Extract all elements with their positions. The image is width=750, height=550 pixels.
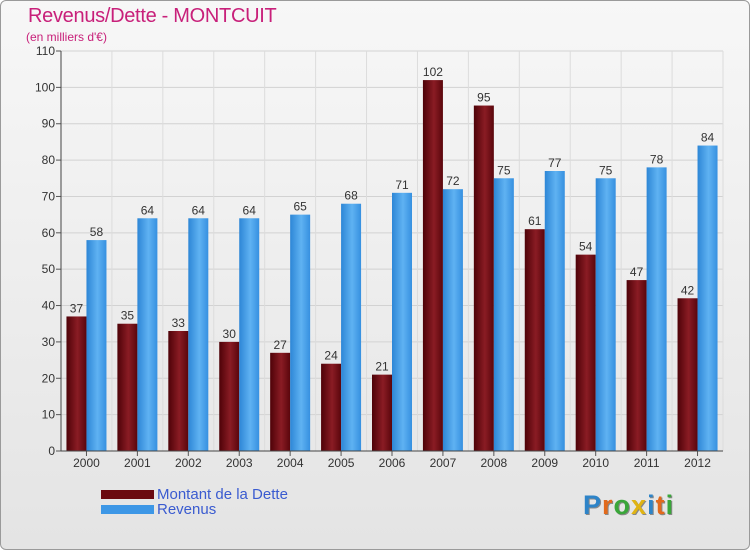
logo-letter: r: [602, 490, 614, 520]
y-tick-label: 30: [42, 335, 56, 349]
data-label: 58: [90, 225, 104, 239]
data-label: 75: [599, 163, 613, 177]
data-label: 95: [477, 91, 491, 105]
y-tick-label: 20: [42, 371, 56, 385]
x-tick-label: 2010: [582, 456, 609, 470]
data-label: 72: [446, 174, 460, 188]
bar-dette: [168, 331, 189, 451]
legend-swatch-debt: [101, 490, 154, 499]
data-label: 47: [630, 265, 644, 279]
data-label: 54: [579, 240, 593, 254]
labels-layer: 37 58 35 64 33 64 30 64 27 65 24 68 21 71 102 72 95 75 61 7…: [70, 65, 715, 374]
bar-revenus: [86, 240, 107, 451]
y-tick-label: 100: [35, 80, 55, 94]
bar-dette: [473, 105, 494, 451]
x-tick-label: 2009: [531, 456, 558, 470]
data-label: 65: [293, 200, 307, 214]
proxiti-logo: Proxiti: [583, 490, 674, 521]
bar-revenus: [697, 145, 718, 451]
y-tick-label: 60: [42, 226, 56, 240]
x-tick-label: 2006: [379, 456, 406, 470]
legend-label-debt: Montant de la Dette: [157, 486, 288, 503]
bar-revenus: [188, 218, 209, 451]
data-label: 64: [141, 203, 155, 217]
legend-label-revenus: Revenus: [157, 501, 217, 518]
y-tick-label: 110: [36, 44, 55, 58]
bar-revenus: [239, 218, 260, 451]
data-label: 61: [528, 214, 542, 228]
logo-letter: o: [613, 490, 632, 520]
logo-letter: P: [583, 490, 603, 520]
bar-dette: [575, 254, 596, 451]
bar-revenus: [137, 218, 158, 451]
y-tick-label: 70: [42, 189, 56, 203]
legend-swatch-revenus: [101, 505, 154, 514]
bar-dette: [372, 374, 392, 451]
bar-revenus: [341, 203, 362, 451]
data-label: 33: [172, 316, 186, 330]
bar-dette: [677, 298, 698, 451]
data-label: 27: [273, 338, 287, 352]
data-label: 68: [344, 189, 358, 203]
data-label: 35: [121, 309, 135, 323]
data-label: 102: [423, 65, 443, 79]
bar-dette: [422, 80, 443, 451]
bar-revenus: [646, 167, 667, 451]
y-tick-label: 10: [42, 408, 56, 422]
y-tick-label: 80: [42, 153, 56, 167]
data-label: 75: [497, 163, 511, 177]
x-tick-label: 2003: [226, 456, 253, 470]
x-tick-label: 2001: [124, 456, 151, 470]
bar-dette: [626, 280, 647, 451]
x-tick-label: 2011: [634, 456, 660, 470]
logo-letter: i: [647, 490, 656, 520]
bar-revenus: [493, 178, 514, 452]
x-tick-label: 2007: [430, 456, 457, 470]
bar-revenus: [290, 214, 311, 451]
axis-layer: 0 10 20 30 40 50 60 70 80 90 100 110 2000 2001 2002 200…: [35, 44, 723, 470]
data-label: 64: [243, 203, 257, 217]
data-label: 37: [70, 301, 84, 315]
logo-letter: t: [655, 490, 666, 520]
x-tick-label: 2000: [73, 456, 100, 470]
x-tick-label: 2008: [480, 456, 507, 470]
data-label: 30: [223, 327, 237, 341]
y-tick-label: 40: [42, 299, 56, 313]
data-label: 42: [681, 283, 695, 297]
x-tick-label: 2005: [328, 456, 355, 470]
bar-dette: [270, 352, 291, 451]
bar-dette: [66, 316, 87, 451]
logo-letter: i: [665, 490, 675, 520]
y-tick-label: 0: [48, 444, 55, 458]
data-label: 24: [324, 349, 338, 363]
chart-subtitle: (en milliers d'€): [26, 30, 107, 44]
bar-revenus: [595, 178, 616, 452]
bar-dette: [524, 229, 545, 451]
data-label: 84: [701, 131, 715, 145]
chart-title: Revenus/Dette - MONTCUIT: [28, 5, 277, 27]
data-label: 21: [375, 360, 389, 374]
y-tick-label: 50: [42, 262, 56, 276]
bar-revenus: [392, 192, 412, 451]
bar-dette: [117, 323, 138, 451]
x-tick-label: 2002: [175, 456, 202, 470]
bar-revenus: [544, 171, 565, 451]
bar-dette: [219, 341, 240, 451]
data-label: 78: [650, 152, 664, 166]
bars-layer: [66, 80, 718, 452]
data-label: 77: [548, 156, 562, 170]
bar-revenus: [442, 189, 463, 451]
x-tick-label: 2012: [684, 456, 711, 470]
data-label: 64: [192, 203, 206, 217]
data-label: 71: [395, 178, 409, 192]
y-tick-label: 90: [42, 117, 56, 131]
x-tick-label: 2004: [277, 456, 304, 470]
bar-dette: [321, 363, 342, 451]
logo-letter: x: [631, 490, 648, 520]
